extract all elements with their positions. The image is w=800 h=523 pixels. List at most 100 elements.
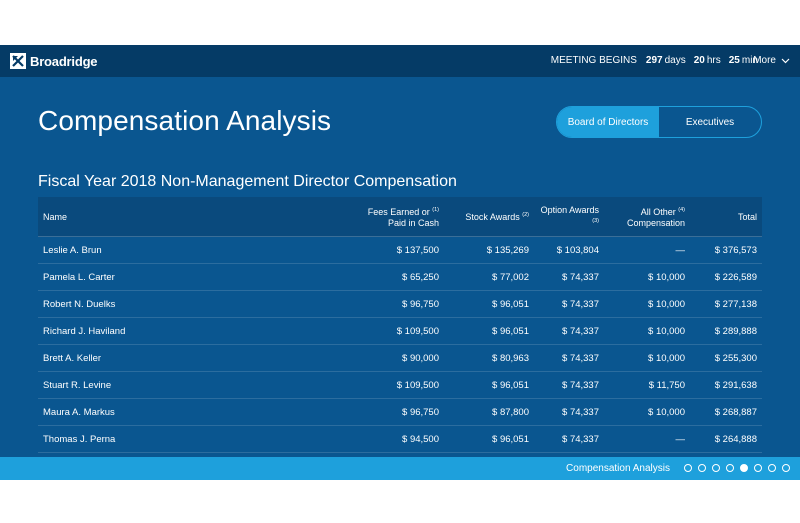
compensation-table: Name Fees Earned or (1) Paid in Cash Sto… bbox=[38, 197, 762, 453]
broadridge-logo-icon bbox=[10, 53, 26, 69]
cell-other: $ 10,000 bbox=[648, 298, 685, 310]
table-row: Thomas J. Perna $ 94,500 $ 96,051 $ 74,3… bbox=[38, 426, 762, 453]
cell-total: $ 226,589 bbox=[714, 271, 757, 283]
cell-fees: $ 109,500 bbox=[396, 379, 439, 391]
cell-other: $ 10,000 bbox=[648, 325, 685, 337]
countdown-hrs-value: 20 bbox=[693, 55, 705, 66]
cell-fees: $ 65,250 bbox=[402, 271, 439, 283]
brand-name: Broadridge bbox=[30, 53, 98, 69]
cell-option: $ 74,337 bbox=[562, 406, 599, 418]
table-row: Brett A. Keller $ 90,000 $ 80,963 $ 74,3… bbox=[38, 345, 762, 372]
header-other-line2: Compensation bbox=[626, 217, 685, 228]
cell-other: — bbox=[675, 433, 686, 445]
pagination-dot-3[interactable] bbox=[712, 464, 720, 472]
countdown-days-value: 297 bbox=[645, 55, 663, 66]
table-header-row: Name Fees Earned or (1) Paid in Cash Sto… bbox=[38, 197, 762, 237]
cell-option: $ 103,804 bbox=[556, 244, 599, 256]
cell-option: $ 74,337 bbox=[562, 298, 599, 310]
header-other-footnote: (4) bbox=[678, 206, 685, 213]
countdown-min-value: 25 bbox=[728, 55, 740, 66]
cell-other: $ 10,000 bbox=[648, 406, 685, 418]
cell-stock: $ 96,051 bbox=[492, 379, 529, 391]
cell-stock: $ 96,051 bbox=[492, 433, 529, 445]
header-option: Option Awards (3) bbox=[534, 205, 604, 229]
cell-stock: $ 87,800 bbox=[492, 406, 529, 418]
slide-pagination bbox=[678, 464, 790, 472]
header-fees-line1: Fees Earned or bbox=[367, 206, 430, 217]
header-stock-label: Stock Awards bbox=[465, 212, 520, 222]
cell-total: $ 268,887 bbox=[714, 406, 757, 418]
header-option-footnote: (3) bbox=[592, 217, 599, 224]
cell-fees: $ 96,750 bbox=[402, 298, 439, 310]
header-fees-footnote: (1) bbox=[432, 206, 439, 213]
header-name: Name bbox=[43, 211, 68, 222]
more-label: More bbox=[753, 55, 776, 66]
tab-board-of-directors[interactable]: Board of Directors bbox=[557, 107, 659, 137]
tab-executives[interactable]: Executives bbox=[685, 116, 735, 128]
cell-name: Leslie A. Brun bbox=[43, 244, 102, 256]
countdown-hrs-unit: hrs bbox=[706, 55, 721, 66]
header-stock-footnote: (2) bbox=[522, 212, 529, 218]
cell-total: $ 289,888 bbox=[714, 325, 757, 337]
cell-stock: $ 80,963 bbox=[492, 352, 529, 364]
cell-name: Maura A. Markus bbox=[43, 406, 115, 418]
countdown-days-unit: days bbox=[664, 55, 686, 66]
table-row: Leslie A. Brun $ 137,500 $ 135,269 $ 103… bbox=[38, 237, 762, 264]
cell-other: $ 10,000 bbox=[648, 352, 685, 364]
header-other: All Other (4) Compensation bbox=[604, 205, 690, 229]
cell-stock: $ 96,051 bbox=[492, 325, 529, 337]
table-row: Robert N. Duelks $ 96,750 $ 96,051 $ 74,… bbox=[38, 291, 762, 318]
pagination-dot-8[interactable] bbox=[782, 464, 790, 472]
cell-name: Richard J. Haviland bbox=[43, 325, 126, 337]
cell-name: Robert N. Duelks bbox=[43, 298, 116, 310]
table-row: Richard J. Haviland $ 109,500 $ 96,051 $… bbox=[38, 318, 762, 345]
pagination-dot-7[interactable] bbox=[768, 464, 776, 472]
table-row: Maura A. Markus $ 96,750 $ 87,800 $ 74,3… bbox=[38, 399, 762, 426]
cell-fees: $ 137,500 bbox=[396, 244, 439, 256]
cell-fees: $ 109,500 bbox=[396, 325, 439, 337]
cell-option: $ 74,337 bbox=[562, 325, 599, 337]
meeting-label: MEETING BEGINS bbox=[550, 55, 637, 66]
cell-fees: $ 94,500 bbox=[402, 433, 439, 445]
top-bar: Broadridge MEETING BEGINS 297 days 20 hr… bbox=[0, 45, 800, 77]
cell-total: $ 291,638 bbox=[714, 379, 757, 391]
more-menu-button[interactable]: More bbox=[753, 55, 790, 66]
footer-section-label: Compensation Analysis bbox=[566, 463, 670, 474]
cell-fees: $ 90,000 bbox=[402, 352, 439, 364]
cell-name: Thomas J. Perna bbox=[43, 433, 116, 445]
header-stock: Stock Awards (2) bbox=[444, 210, 534, 223]
cell-total: $ 264,888 bbox=[714, 433, 757, 445]
cell-stock: $ 135,269 bbox=[486, 244, 529, 256]
header-fees-line2: Paid in Cash bbox=[387, 217, 439, 228]
cell-option: $ 74,337 bbox=[562, 379, 599, 391]
cell-other: $ 11,750 bbox=[648, 379, 685, 391]
brand-logo[interactable]: Broadridge bbox=[10, 53, 98, 69]
page-title: Compensation Analysis bbox=[38, 105, 332, 136]
header-fees: Fees Earned or (1) Paid in Cash bbox=[338, 205, 444, 229]
view-toggle: Board of Directors Executives bbox=[556, 106, 762, 138]
cell-other: — bbox=[675, 244, 686, 256]
cell-stock: $ 96,051 bbox=[492, 298, 529, 310]
pagination-dot-1[interactable] bbox=[684, 464, 692, 472]
table-title: Fiscal Year 2018 Non-Management Director… bbox=[38, 173, 457, 190]
header-option-label: Option Awards bbox=[540, 204, 599, 215]
header-other-line1: All Other bbox=[640, 206, 676, 217]
pagination-dot-5[interactable] bbox=[740, 464, 748, 472]
cell-name: Stuart R. Levine bbox=[43, 379, 112, 391]
cell-fees: $ 96,750 bbox=[402, 406, 439, 418]
table-row: Stuart R. Levine $ 109,500 $ 96,051 $ 74… bbox=[38, 372, 762, 399]
cell-name: Pamela L. Carter bbox=[43, 271, 115, 283]
cell-other: $ 10,000 bbox=[648, 271, 685, 283]
app-window: Broadridge MEETING BEGINS 297 days 20 hr… bbox=[0, 45, 800, 480]
pagination-dot-6[interactable] bbox=[754, 464, 762, 472]
cell-total: $ 376,573 bbox=[714, 244, 757, 256]
pagination-dot-2[interactable] bbox=[698, 464, 706, 472]
pagination-dot-4[interactable] bbox=[726, 464, 734, 472]
header-total: Total bbox=[737, 211, 757, 222]
cell-total: $ 277,138 bbox=[714, 298, 757, 310]
chevron-down-icon bbox=[781, 58, 790, 63]
cell-name: Brett A. Keller bbox=[43, 352, 102, 364]
cell-option: $ 74,337 bbox=[562, 352, 599, 364]
cell-total: $ 255,300 bbox=[714, 352, 757, 364]
meeting-countdown: MEETING BEGINS 297 days 20 hrs 25 min bbox=[551, 55, 766, 66]
